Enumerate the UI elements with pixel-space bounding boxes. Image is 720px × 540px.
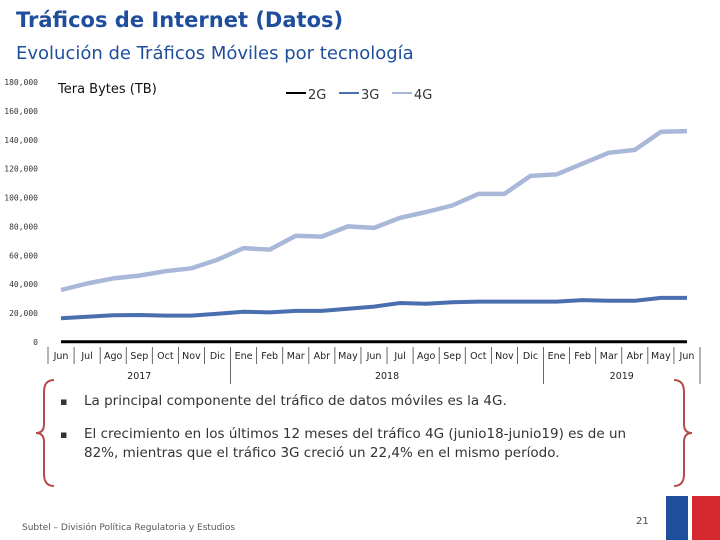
x-tick-label: Jul bbox=[80, 351, 92, 362]
year-label: 2019 bbox=[610, 371, 634, 382]
bullet-item: ▪ El crecimiento en los últimos 12 meses… bbox=[60, 425, 660, 463]
x-tick-label: Ago bbox=[104, 351, 123, 362]
legend-label-3g: 3G bbox=[361, 88, 379, 103]
x-tick-label: Dic bbox=[210, 351, 225, 362]
page-subtitle: Evolución de Tráficos Móviles por tecnol… bbox=[16, 43, 414, 64]
y-tick-label: 40,000 bbox=[9, 280, 38, 289]
page-number: 21 bbox=[636, 516, 649, 527]
y-tick-label: 80,000 bbox=[9, 222, 38, 231]
page-title: Tráficos de Internet (Datos) bbox=[16, 8, 344, 32]
series-line-3g bbox=[60, 295, 687, 321]
bullet-list: ▪ La principal componente del tráfico de… bbox=[60, 392, 660, 477]
chile-flag-logo-icon bbox=[666, 496, 720, 540]
y-tick-label: 160,000 bbox=[4, 107, 38, 116]
x-tick-label: Nov bbox=[182, 351, 201, 362]
x-tick-label: Sep bbox=[443, 351, 461, 362]
x-tick-label: Ene bbox=[235, 351, 253, 362]
x-tick-label: Ene bbox=[548, 351, 566, 362]
unit-label: Tera Bytes (TB) bbox=[57, 82, 157, 97]
x-tick-label: Feb bbox=[574, 351, 591, 362]
bullet-marker: ▪ bbox=[60, 395, 68, 408]
y-tick-label: 140,000 bbox=[4, 136, 38, 145]
left-brace-icon bbox=[35, 379, 55, 487]
x-tick-label: May bbox=[651, 351, 671, 362]
x-tick-label: Jul bbox=[393, 351, 405, 362]
y-tick-label: 60,000 bbox=[9, 251, 38, 260]
x-tick-label: Jun bbox=[679, 351, 695, 362]
x-tick-label: Feb bbox=[261, 351, 278, 362]
x-tick-label: Mar bbox=[600, 351, 618, 362]
y-tick-label: 180,000 bbox=[4, 78, 38, 87]
x-tick-label: Sep bbox=[130, 351, 148, 362]
bullet-text: La principal componente del tráfico de d… bbox=[84, 393, 507, 409]
x-tick-label: Abr bbox=[314, 351, 331, 362]
y-tick-label: 20,000 bbox=[9, 309, 38, 318]
x-tick-label: Abr bbox=[627, 351, 644, 362]
footer-text: Subtel – División Política Regulatoria y… bbox=[22, 523, 236, 533]
year-label: 2018 bbox=[375, 371, 399, 382]
legend-label-4g: 4G bbox=[414, 88, 432, 103]
y-tick-label: 100,000 bbox=[4, 194, 38, 203]
x-tick-label: Ago bbox=[417, 351, 436, 362]
traffic-line-chart: 0 20,000 40,000 60,000 80,000 100,000 120,000 1… bbox=[4, 78, 701, 384]
x-tick-label: Jun bbox=[366, 351, 382, 362]
bullet-text: El crecimiento en los últimos 12 meses d… bbox=[84, 426, 627, 461]
bullet-marker: ▪ bbox=[60, 428, 68, 441]
x-tick-label: Oct bbox=[157, 351, 174, 362]
x-tick-label: Dic bbox=[523, 351, 538, 362]
legend-label-2g: 2G bbox=[308, 88, 326, 103]
x-tick-label: Nov bbox=[495, 351, 514, 362]
right-brace-icon bbox=[673, 379, 693, 487]
y-tick-label: 120,000 bbox=[4, 165, 38, 174]
x-tick-label: May bbox=[338, 351, 358, 362]
x-tick-label: Jun bbox=[53, 351, 69, 362]
x-tick-label: Oct bbox=[470, 351, 487, 362]
y-tick-label: 0 bbox=[33, 338, 38, 347]
year-label: 2017 bbox=[127, 371, 151, 382]
series-line-4g bbox=[60, 128, 688, 293]
bullet-item: ▪ La principal componente del tráfico de… bbox=[60, 392, 660, 411]
x-tick-label: Mar bbox=[287, 351, 305, 362]
